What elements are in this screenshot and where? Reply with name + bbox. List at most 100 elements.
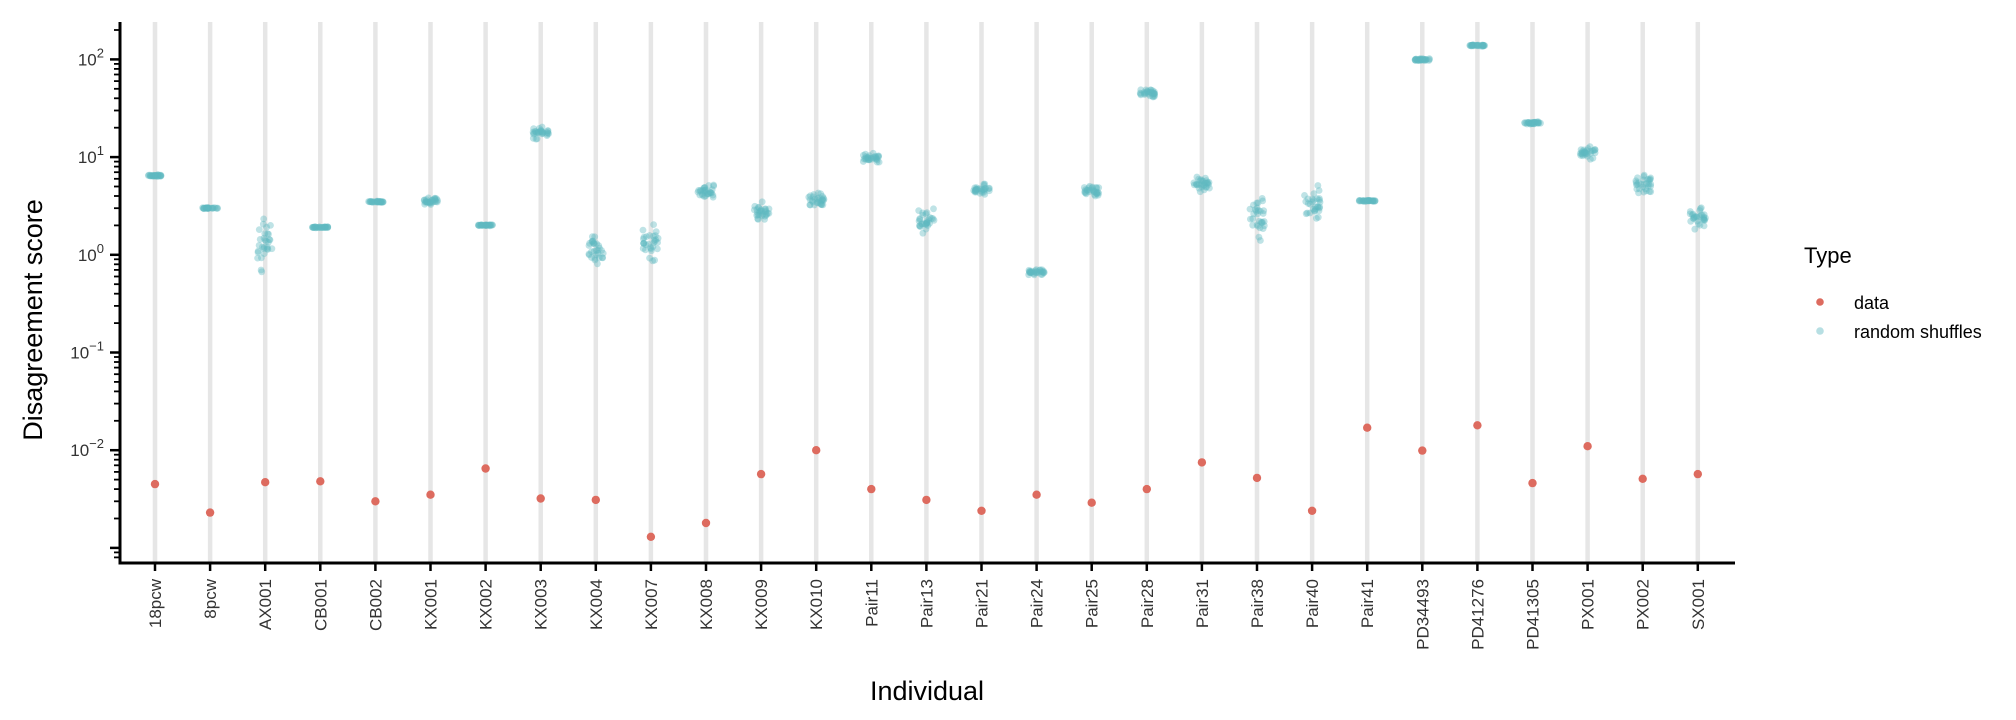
shuffle-point — [971, 187, 979, 195]
shuffle-point — [321, 223, 329, 231]
shuffle-point — [1698, 211, 1706, 219]
shuffle-point — [424, 199, 431, 206]
shuffle-point — [930, 216, 938, 224]
shuffle-point — [591, 233, 599, 241]
shuffle-point — [481, 222, 489, 229]
shuffle-point — [1470, 41, 1477, 49]
shuffle-point — [1690, 213, 1698, 221]
shuffle-point — [864, 156, 872, 164]
shuffle-point — [207, 204, 215, 212]
shuffle-point — [1370, 197, 1377, 205]
shuffle-point — [701, 186, 708, 194]
shuffle-point — [1205, 179, 1213, 186]
shuffle-point — [530, 130, 537, 138]
shuffle-point — [650, 232, 657, 240]
shuffle-point — [1478, 41, 1486, 49]
shuffle-point — [922, 225, 930, 233]
shuffle-point — [650, 221, 657, 229]
shuffle-point — [640, 235, 647, 243]
x-tick-label: CB002 — [366, 579, 385, 631]
shuffle-point — [865, 152, 873, 160]
shuffle-point — [1038, 271, 1046, 278]
shuffle-point — [420, 196, 428, 204]
data-point — [536, 494, 545, 503]
shuffle-point — [1080, 184, 1088, 191]
shuffle-point — [919, 209, 926, 217]
shuffle-point — [700, 193, 708, 200]
shuffle-point — [535, 124, 543, 132]
shuffle-point — [154, 172, 161, 179]
shuffle-point — [809, 198, 817, 206]
shuffle-point — [1082, 189, 1089, 197]
y-tick-label: 10−1 — [70, 339, 104, 363]
shuffle-point — [1257, 237, 1264, 244]
shuffle-point — [1583, 152, 1591, 160]
shuffle-point — [200, 204, 208, 212]
shuffle-point — [1586, 143, 1594, 151]
shuffle-point — [973, 185, 981, 193]
shuffle-point — [1253, 204, 1261, 212]
shuffle-point — [531, 127, 539, 135]
shuffle-point — [1027, 269, 1034, 276]
shuffle-point — [1531, 118, 1539, 126]
shuffle-point — [322, 223, 329, 231]
shuffle-point — [1204, 179, 1211, 186]
shuffle-point — [1142, 89, 1150, 97]
shuffle-point — [762, 210, 770, 218]
shuffle-point — [426, 199, 434, 207]
shuffle-point — [310, 224, 317, 231]
shuffle-point — [254, 247, 262, 255]
shuffle-point — [654, 234, 662, 242]
shuffle-point — [1301, 192, 1308, 199]
shuffle-point — [971, 184, 979, 192]
shuffle-point — [928, 214, 935, 222]
shuffle-point — [1254, 210, 1261, 218]
x-tick-label: KX001 — [422, 579, 441, 630]
shuffle-point — [1198, 183, 1206, 191]
shuffle-point — [762, 211, 770, 219]
shuffle-point — [1304, 195, 1312, 203]
shuffle-point — [1260, 222, 1268, 230]
shuffle-point — [1697, 211, 1705, 219]
shuffle-point — [1532, 118, 1539, 126]
shuffle-point — [261, 236, 269, 244]
shuffle-point — [806, 201, 814, 209]
shuffle-point — [154, 171, 162, 179]
shuffle-point — [200, 204, 207, 212]
shuffle-point — [1362, 197, 1369, 205]
shuffle-point — [590, 239, 598, 247]
shuffle-point — [203, 204, 211, 212]
shuffle-point — [1530, 120, 1538, 128]
data-point — [1142, 484, 1152, 494]
shuffle-point — [264, 245, 272, 253]
shuffle-point — [1151, 91, 1158, 99]
shuffle-point — [818, 201, 825, 209]
shuffle-point — [1033, 269, 1041, 276]
shuffle-point — [1315, 207, 1323, 215]
shuffle-point — [376, 198, 384, 206]
shuffle-point — [1093, 189, 1101, 197]
data-point — [1693, 469, 1703, 479]
shuffle-point — [1140, 89, 1148, 96]
shuffle-point — [203, 204, 211, 212]
shuffle-point — [764, 209, 771, 217]
shuffle-point — [378, 198, 385, 206]
shuffle-point — [533, 135, 541, 143]
shuffle-point — [815, 196, 823, 204]
x-tick-label: KX008 — [697, 579, 716, 630]
shuffle-point — [154, 173, 162, 180]
shuffle-point — [1524, 119, 1532, 126]
shuffle-point — [1026, 268, 1033, 275]
shuffle-point — [1591, 149, 1599, 157]
shuffle-point — [1259, 197, 1267, 205]
shuffle-point — [1141, 90, 1148, 97]
shuffle-point — [811, 195, 819, 203]
shuffle-point — [1581, 149, 1589, 157]
shuffle-point — [1577, 152, 1585, 159]
shuffle-point — [475, 222, 483, 229]
shuffle-point — [1036, 266, 1044, 274]
shuffle-point — [1369, 198, 1377, 205]
shuffle-point — [1534, 118, 1542, 125]
shuffle-point — [1251, 206, 1259, 214]
shuffle-point — [1421, 56, 1429, 63]
